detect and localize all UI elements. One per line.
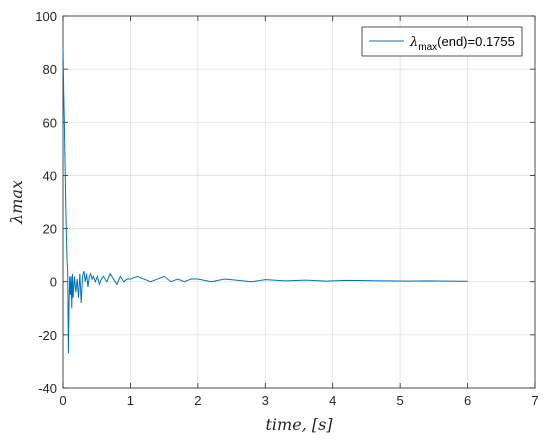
legend-subscript: max (418, 42, 437, 53)
plot-area (63, 16, 535, 388)
y-tick-label: 100 (35, 9, 57, 24)
y-tick-label: 60 (43, 115, 57, 130)
y-tick-label: -40 (38, 381, 57, 396)
y-tick-label: 20 (43, 222, 57, 237)
x-tick-label: 1 (127, 393, 134, 408)
legend-entry: λmax(end)=0.1755 (409, 34, 515, 53)
legend: λmax(end)=0.1755 (361, 26, 523, 57)
x-tick-label: 7 (531, 393, 538, 408)
x-tick-label: 3 (262, 393, 269, 408)
axes-frame (62, 15, 536, 389)
grid-lines (62, 15, 536, 389)
series-line (62, 47, 468, 354)
tick-marks (62, 15, 536, 389)
series-group (62, 47, 468, 354)
y-tick-label: 80 (43, 62, 57, 77)
x-tick-label: 5 (397, 393, 404, 408)
x-tick-label: 0 (59, 393, 66, 408)
x-tick-labels: 0 1 2 3 4 5 6 7 (59, 393, 538, 408)
x-axis-label: time, [s] (265, 415, 333, 434)
x-tick-label: 2 (194, 393, 201, 408)
x-tick-label: 4 (329, 393, 336, 408)
y-tick-label: 0 (50, 275, 57, 290)
x-tick-label: 6 (464, 393, 471, 408)
y-tick-label: 40 (43, 168, 57, 183)
y-axis-label: λmax (7, 180, 26, 225)
legend-lambda: λ (409, 35, 418, 50)
y-tick-labels: -40 -20 0 20 40 60 80 100 (35, 9, 57, 396)
legend-suffix: (end)=0.1755 (437, 34, 515, 49)
y-tick-label: -20 (38, 328, 57, 343)
